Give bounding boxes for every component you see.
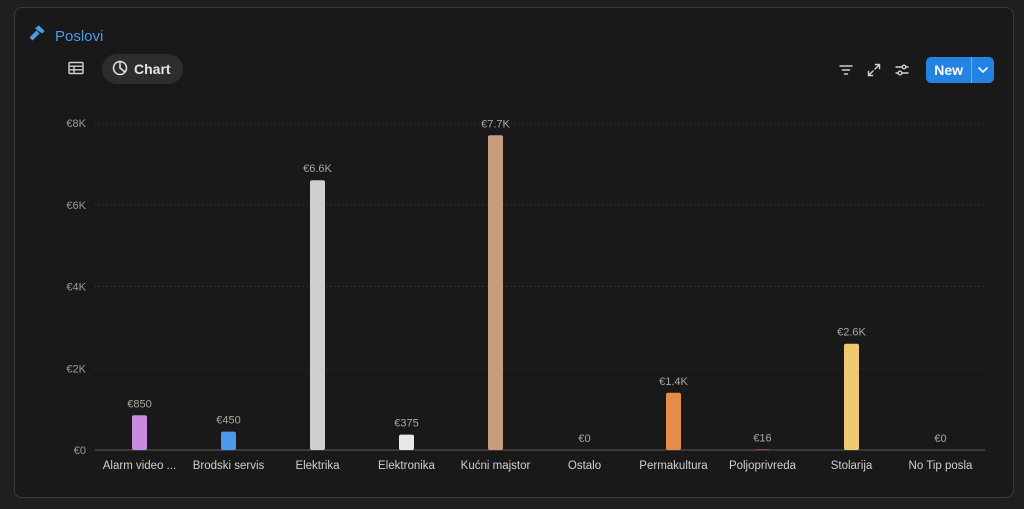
bar	[399, 434, 414, 450]
bar	[488, 135, 503, 450]
x-tick-label: Kućni majstor	[461, 460, 531, 472]
table-icon	[68, 61, 84, 78]
new-button[interactable]: New	[926, 57, 994, 83]
x-tick-label: Alarm video ...	[103, 460, 177, 472]
bar	[132, 415, 147, 450]
chart-toolbar: New	[838, 57, 994, 83]
tab-chart-label: Chart	[134, 61, 171, 77]
database-title-label: Poslovi	[55, 28, 104, 45]
x-tick-label: Permakultura	[639, 460, 708, 472]
bar-value-label: €375	[394, 418, 418, 430]
x-tick-label: Poljoprivreda	[729, 460, 797, 472]
y-tick-label: €8K	[66, 118, 86, 130]
new-button-label: New	[934, 62, 963, 78]
bar-value-label: €1.4K	[659, 376, 688, 388]
bar-value-label: €450	[216, 415, 240, 427]
bar	[666, 392, 681, 450]
bar	[755, 449, 770, 450]
bar-value-label: €16	[753, 432, 771, 444]
chevron-down-icon[interactable]	[971, 57, 994, 83]
bar	[844, 343, 859, 450]
x-tick-label: Brodski servis	[193, 460, 265, 472]
x-tick-label: Stolarija	[831, 460, 873, 472]
y-tick-label: €6K	[66, 200, 86, 212]
settings-sliders-icon[interactable]	[894, 62, 910, 78]
y-tick-label: €2K	[66, 363, 86, 375]
database-title[interactable]: Poslovi	[27, 24, 103, 49]
hammer-icon	[27, 24, 47, 49]
bar-value-label: €0	[934, 433, 946, 445]
expand-icon[interactable]	[866, 62, 882, 78]
pie-chart-icon	[112, 60, 128, 79]
x-tick-label: No Tip posla	[909, 460, 974, 472]
y-tick-label: €0	[74, 445, 86, 457]
bar-value-label: €850	[127, 398, 151, 410]
bar-value-label: €6.6K	[303, 163, 332, 175]
x-tick-label: Ostalo	[568, 460, 601, 472]
x-tick-label: Elektronika	[378, 460, 435, 472]
filter-icon[interactable]	[838, 62, 854, 78]
bar	[310, 180, 325, 450]
x-tick-label: Elektrika	[295, 460, 340, 472]
bar-value-label: €0	[578, 433, 590, 445]
bar-value-label: €7.7K	[481, 118, 510, 130]
y-tick-label: €4K	[66, 282, 86, 294]
bar	[221, 431, 236, 450]
bar-value-label: €2.6K	[837, 327, 866, 339]
tab-chart-view[interactable]: Chart	[102, 54, 183, 84]
tab-table-view[interactable]	[62, 54, 90, 84]
view-tabs: Chart	[62, 54, 183, 84]
